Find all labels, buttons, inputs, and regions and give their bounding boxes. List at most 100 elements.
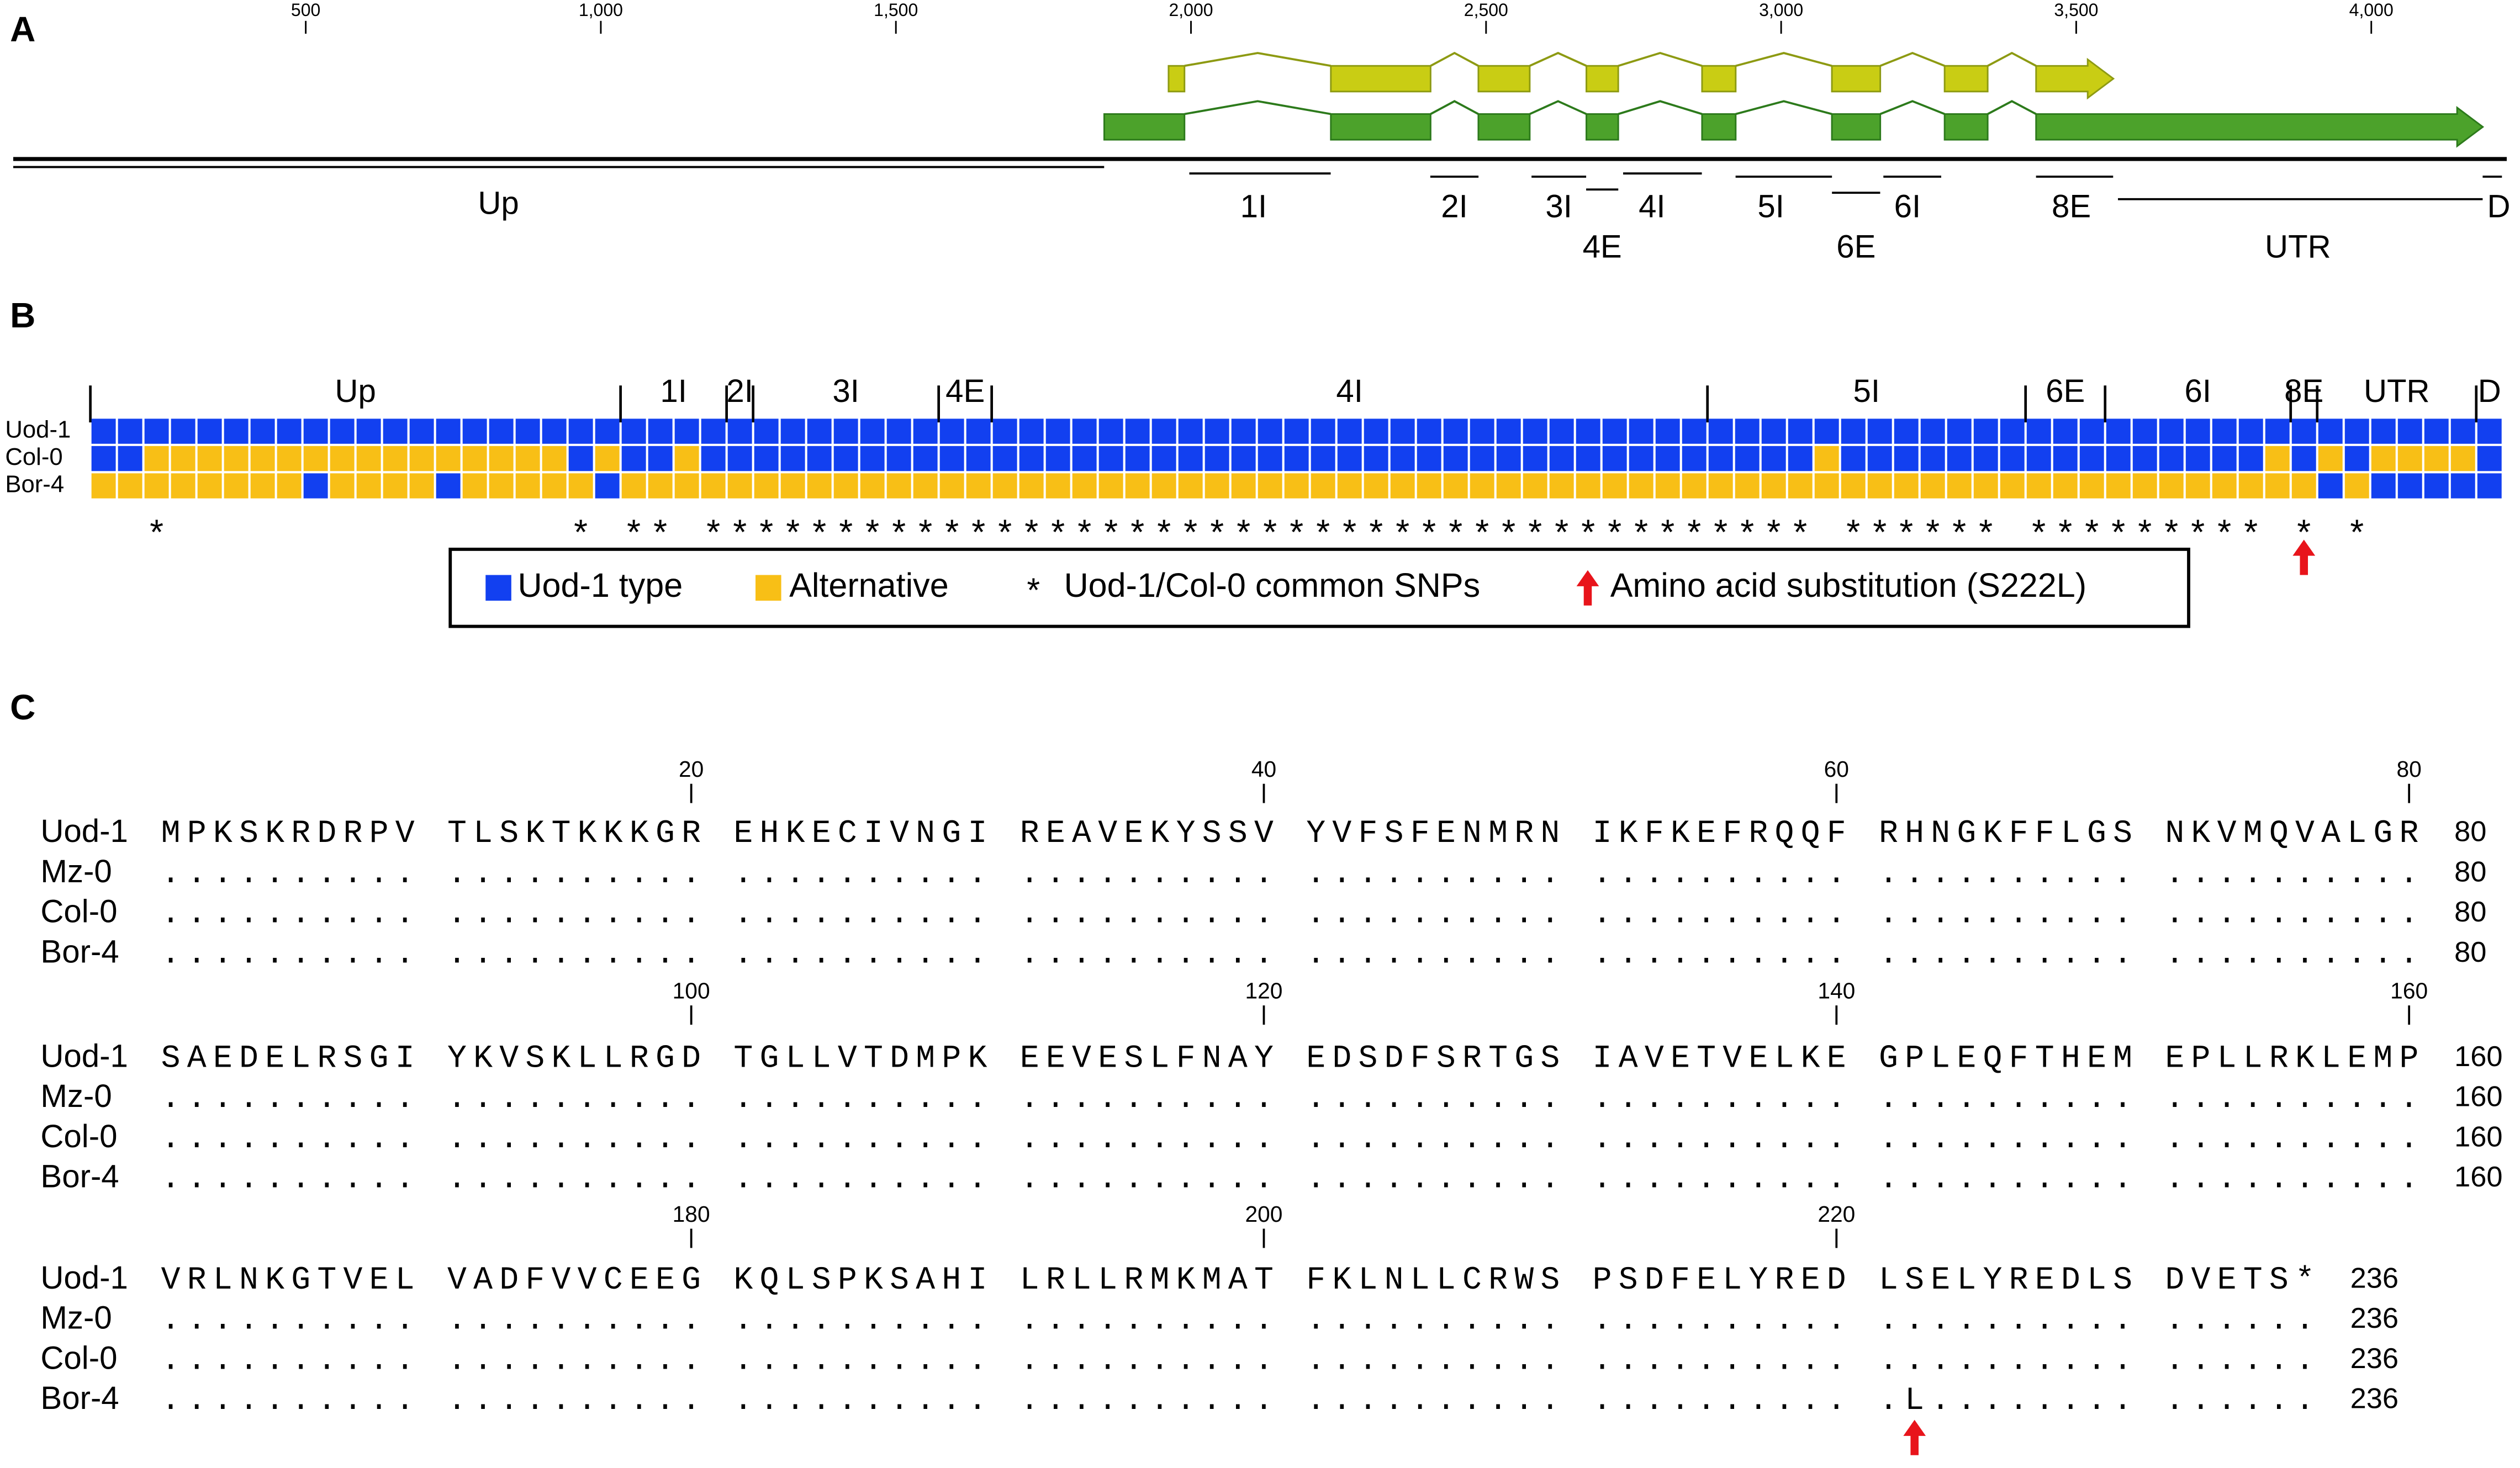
strain-name: Bor-4: [40, 1380, 119, 1416]
ruler-label: 100: [673, 978, 710, 1004]
end-position: 80: [2454, 896, 2486, 928]
allele-cell: [1602, 418, 1627, 444]
allele-cell: [1894, 446, 1919, 471]
allele-cell: [2371, 418, 2396, 444]
allele-cell: [2318, 473, 2343, 499]
allele-cell: [1364, 473, 1388, 499]
intron-line: [1735, 100, 1832, 115]
allele-cell: [2371, 473, 2396, 499]
allele-cell: [2318, 418, 2343, 444]
allele-cell: [2159, 446, 2184, 471]
allele-cell: [144, 473, 169, 499]
region-header: UTR: [2364, 373, 2430, 409]
allele-cell: [860, 418, 885, 444]
snp-asterisk: *: [1263, 512, 1277, 552]
allele-cell: [1894, 418, 1919, 444]
region-header: 6E: [2046, 373, 2085, 409]
allele-cell: [2079, 418, 2104, 444]
allele-cell: [1523, 473, 1547, 499]
allele-cell: [1814, 473, 1839, 499]
exon: [1943, 113, 1989, 141]
sequence: .......... .......... .......... .......…: [161, 856, 2426, 892]
legend-box: [448, 548, 2190, 628]
allele-cell: [1682, 446, 1707, 471]
allele-cell: [542, 473, 567, 499]
allele-cell: [1125, 418, 1150, 444]
scale-tick-label: 1,500: [874, 0, 918, 20]
snp-asterisk: *: [759, 512, 773, 552]
allele-cell: [674, 473, 699, 499]
exon: [1477, 113, 1531, 141]
allele-cell: [436, 418, 461, 444]
allele-cell: [1788, 446, 1813, 471]
end-position: 160: [2454, 1161, 2502, 1193]
region-header: 6I: [2184, 373, 2211, 409]
allele-cell: [648, 446, 673, 471]
allele-cell: [1045, 418, 1070, 444]
allele-cell: [992, 473, 1017, 499]
row-label: Col-0: [5, 444, 62, 470]
allele-cell: [224, 446, 249, 471]
allele-cell: [2238, 473, 2263, 499]
allele-cell: [833, 473, 858, 499]
allele-cell: [515, 418, 540, 444]
allele-cell: [780, 446, 805, 471]
allele-cell: [1417, 473, 1441, 499]
snp-asterisk: *: [1714, 512, 1727, 552]
scale-tick-label: 2,500: [1464, 0, 1508, 20]
snp-asterisk: *: [1528, 512, 1542, 552]
allele-cell: [489, 418, 514, 444]
region-header: 3I: [832, 373, 859, 409]
legend-symbol: *: [1027, 571, 1040, 609]
allele-cell: [860, 473, 885, 499]
snp-asterisk: *: [2085, 512, 2099, 552]
sequence: .......... .......... .......... .......…: [161, 1343, 2322, 1379]
allele-cell: [913, 418, 938, 444]
allele-cell: [250, 446, 275, 471]
allele-cell: [1072, 418, 1097, 444]
legend-swatch: [485, 575, 511, 601]
allele-cell: [2026, 418, 2051, 444]
ruler-label: 140: [1818, 978, 1855, 1004]
allele-cell: [1072, 446, 1097, 471]
allele-cell: [2185, 446, 2210, 471]
strain-name: Mz-0: [40, 1300, 112, 1336]
allele-cell: [860, 446, 885, 471]
allele-cell: [780, 418, 805, 444]
allele-cell: [939, 473, 964, 499]
allele-cell: [383, 418, 408, 444]
exon: [1330, 65, 1431, 93]
snp-asterisk: *: [1024, 512, 1038, 552]
snp-asterisk: *: [1343, 512, 1356, 552]
allele-cell: [303, 446, 328, 471]
allele-cell: [197, 446, 222, 471]
allele-cell: [621, 446, 646, 471]
allele-cell: [2291, 473, 2316, 499]
snp-asterisk: *: [1077, 512, 1091, 552]
snp-asterisk: *: [150, 512, 163, 552]
allele-cell: [1735, 473, 1760, 499]
allele-cell: [1708, 473, 1733, 499]
snp-asterisk: *: [1290, 512, 1303, 552]
end-position: 236: [2350, 1302, 2399, 1334]
substitution-arrow: [1903, 1419, 1926, 1455]
allele-cell: [277, 446, 302, 471]
exon-arrow: [2035, 57, 2115, 100]
strain-name: Uod-1: [40, 1260, 128, 1296]
intron-line: [1184, 100, 1332, 115]
allele-cell: [224, 418, 249, 444]
allele-cell: [1390, 446, 1415, 471]
allele-cell: [1337, 446, 1362, 471]
intron-line: [1529, 51, 1587, 67]
allele-cell: [2212, 473, 2237, 499]
snp-asterisk: *: [1396, 512, 1409, 552]
allele-cell: [1867, 473, 1892, 499]
allele-cell: [701, 446, 726, 471]
allele-cell: [409, 418, 434, 444]
allele-cell: [436, 473, 461, 499]
snp-asterisk: *: [1316, 512, 1330, 552]
allele-cell: [1788, 418, 1813, 444]
allele-cell: [409, 446, 434, 471]
allele-cell: [701, 473, 726, 499]
strain-name: Mz-0: [40, 854, 112, 889]
